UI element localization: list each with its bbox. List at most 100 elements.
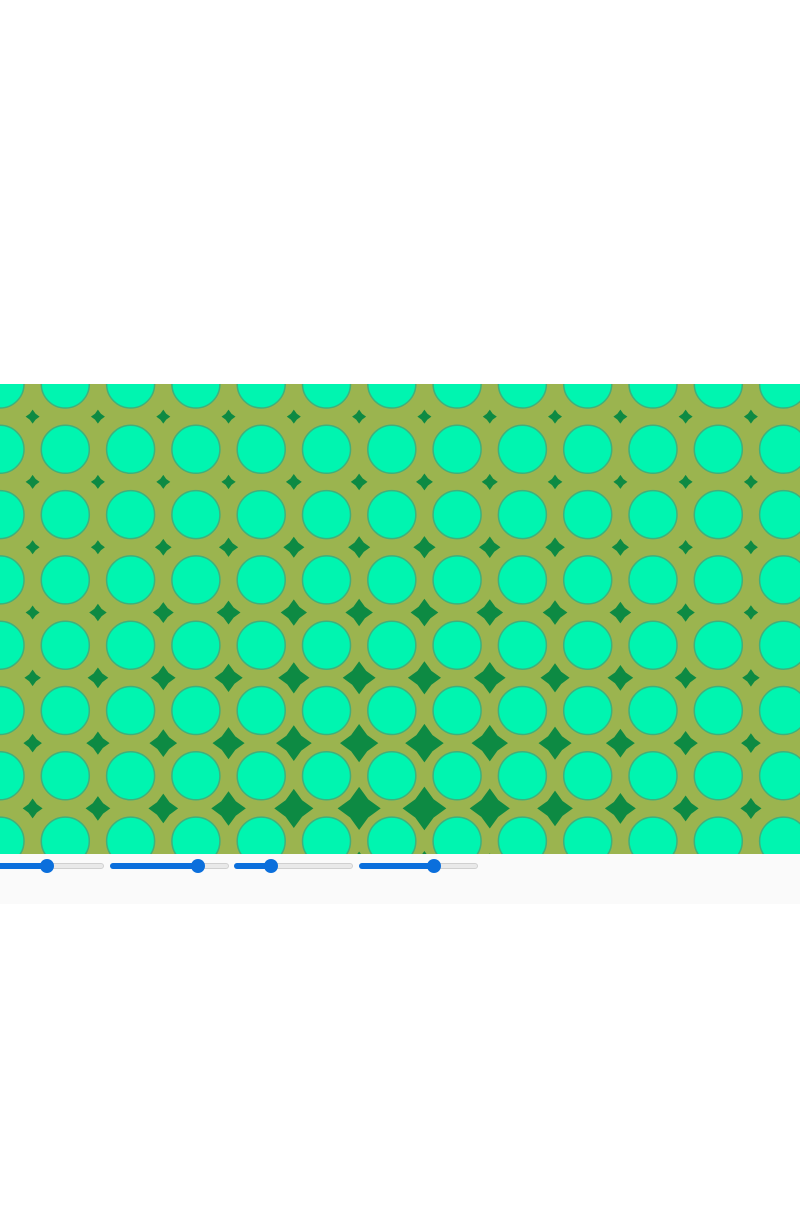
star-shape <box>352 409 367 424</box>
star-shape <box>479 536 501 558</box>
star-shape <box>476 599 504 626</box>
circle-shape <box>432 424 482 475</box>
circle-shape <box>758 384 800 409</box>
circle-shape <box>40 555 91 605</box>
circle-shape <box>693 816 744 854</box>
circle-shape <box>432 620 482 670</box>
slider-3[interactable] <box>234 857 353 875</box>
star-shape <box>340 724 379 763</box>
circle-shape <box>758 489 800 540</box>
star-shape <box>348 536 371 559</box>
star-shape <box>152 602 174 623</box>
circle-shape <box>40 424 91 475</box>
star-shape <box>212 727 245 760</box>
circle-shape <box>301 489 352 540</box>
star-shape <box>542 600 568 625</box>
star-shape <box>743 540 758 555</box>
pattern-svg <box>0 384 800 854</box>
star-shape <box>285 474 302 490</box>
circle-shape <box>236 685 286 736</box>
star-shape <box>410 598 439 627</box>
circle-shape <box>301 384 352 409</box>
circle-shape <box>171 751 221 801</box>
circle-shape <box>432 751 482 801</box>
star-shape <box>673 731 698 756</box>
circle-shape <box>105 424 156 475</box>
star-shape <box>416 473 433 491</box>
circle-shape <box>562 555 613 605</box>
star-shape <box>350 473 368 491</box>
circle-shape <box>693 489 744 540</box>
circle-shape <box>105 555 156 605</box>
circle-shape <box>0 555 25 605</box>
slider-thumb[interactable] <box>39 859 54 873</box>
star-shape <box>25 605 40 620</box>
slider-thumb[interactable] <box>426 859 441 873</box>
circle-shape <box>301 620 352 670</box>
circle-shape <box>105 751 156 801</box>
slider-2[interactable] <box>110 857 229 875</box>
circle-shape <box>693 751 744 801</box>
star-shape <box>740 797 762 819</box>
slider-1[interactable] <box>0 857 104 875</box>
circle-shape <box>105 620 156 670</box>
star-shape <box>357 851 361 854</box>
star-shape <box>473 662 506 694</box>
star-shape <box>89 603 107 622</box>
star-shape <box>24 669 41 687</box>
slider-4[interactable] <box>359 857 478 875</box>
circle-shape <box>497 424 548 475</box>
circle-shape <box>301 424 352 475</box>
star-shape <box>211 791 246 826</box>
circle-shape <box>301 685 352 736</box>
star-shape <box>489 853 491 854</box>
star-shape <box>221 474 236 490</box>
star-shape <box>156 409 171 424</box>
circle-shape <box>236 751 286 801</box>
star-shape <box>482 409 497 424</box>
star-shape <box>148 793 179 824</box>
circle-shape <box>432 384 482 409</box>
star-shape <box>87 667 109 689</box>
circle-shape <box>171 489 221 540</box>
circle-shape <box>628 751 678 801</box>
star-shape <box>216 600 241 625</box>
circle-shape <box>171 384 221 409</box>
circle-shape <box>628 424 678 475</box>
circle-shape <box>0 751 25 801</box>
circle-shape <box>171 685 221 736</box>
star-shape <box>22 798 43 819</box>
star-shape <box>743 605 759 620</box>
star-shape <box>469 788 510 829</box>
slider-thumb[interactable] <box>191 859 206 873</box>
circle-shape <box>562 816 613 854</box>
star-shape <box>278 662 310 694</box>
star-shape <box>548 409 562 424</box>
circle-shape <box>497 816 548 854</box>
star-shape <box>678 474 693 489</box>
circle-shape <box>693 620 744 670</box>
star-shape <box>149 729 178 757</box>
star-shape <box>23 733 42 753</box>
star-shape <box>674 667 697 689</box>
circle-shape <box>40 384 91 409</box>
slider-thumb[interactable] <box>263 859 278 873</box>
star-shape <box>604 793 636 824</box>
star-shape <box>481 473 498 490</box>
star-shape <box>538 726 572 760</box>
slider-fill <box>0 863 47 869</box>
circle-shape <box>432 555 482 605</box>
star-shape <box>274 788 314 828</box>
circle-shape <box>367 751 417 801</box>
star-shape <box>25 474 40 489</box>
circle-shape <box>367 424 417 475</box>
circle-shape <box>0 816 25 854</box>
star-shape <box>345 598 373 627</box>
circle-shape <box>40 685 91 736</box>
star-shape <box>742 669 760 687</box>
circle-shape <box>301 555 352 605</box>
star-shape <box>218 537 239 557</box>
star-shape <box>154 538 172 556</box>
circle-shape <box>562 489 613 540</box>
